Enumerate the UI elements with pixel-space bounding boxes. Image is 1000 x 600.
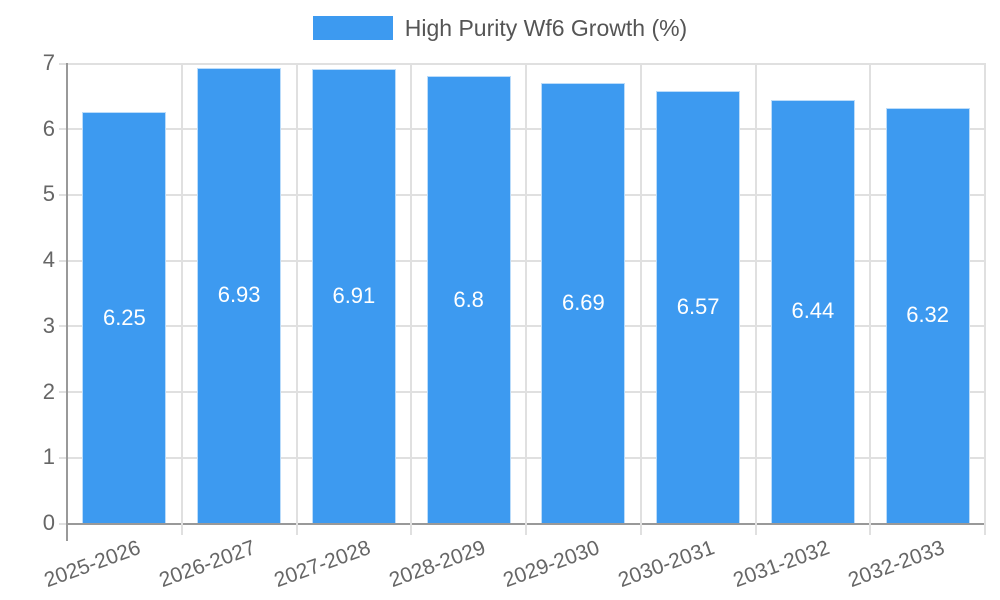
y-axis-tick [59,193,67,196]
y-axis-tick-label: 6 [42,115,55,141]
bar-value-label: 6.91 [332,282,376,308]
legend-swatch-icon [312,16,393,40]
x-axis-tick [295,523,298,535]
bar[interactable] [770,99,855,523]
x-axis-tick [410,523,413,535]
y-axis-tick [59,522,67,525]
x-axis-tick [869,523,872,535]
x-gridline [869,63,872,523]
bar[interactable] [197,67,282,523]
chart-legend[interactable]: High Purity Wf6 Growth (%) [0,14,1000,42]
legend-label: High Purity Wf6 Growth (%) [404,15,688,41]
y-axis-tick [59,128,67,131]
y-axis-tick-label: 4 [42,247,55,273]
x-gridline [754,63,757,523]
bar-value-label: 6.93 [217,282,261,308]
bar[interactable] [885,107,970,523]
bar[interactable] [426,76,511,523]
bar[interactable] [656,91,741,523]
x-gridline [525,63,527,523]
x-axis-tick [984,523,986,535]
y-axis-line [66,63,68,541]
y-axis-tick-label: 3 [42,312,55,338]
x-axis-tick [754,523,757,535]
bar-value-label: 6.57 [676,294,720,320]
x-axis-tick [180,523,183,535]
y-axis-tick [59,456,67,459]
x-gridline [984,63,986,523]
bar-value-label: 6.32 [906,302,950,328]
bar-value-label: 6.69 [561,290,605,316]
x-axis-tick [639,523,642,535]
x-gridline [180,63,183,523]
y-axis-tick-label: 0 [42,510,55,535]
x-gridline [639,63,642,523]
bar-value-label: 6.44 [791,298,835,324]
bar[interactable] [311,68,396,523]
y-axis-tick-label: 2 [42,378,55,404]
x-gridline [295,63,298,523]
bar[interactable] [541,83,626,523]
bar[interactable] [82,112,167,523]
y-axis-tick-label: 1 [42,444,55,470]
y-axis-tick [59,391,67,394]
bar-value-label: 6.25 [102,304,146,330]
y-axis-tick [59,259,67,262]
y-axis-tick-label: 7 [42,50,55,75]
x-axis-tick [525,523,527,535]
y-axis-tick [59,62,67,65]
y-axis-tick [59,325,67,328]
x-gridline [410,63,413,523]
y-axis-tick-label: 5 [42,181,55,207]
bar-value-label: 6.8 [453,286,484,312]
